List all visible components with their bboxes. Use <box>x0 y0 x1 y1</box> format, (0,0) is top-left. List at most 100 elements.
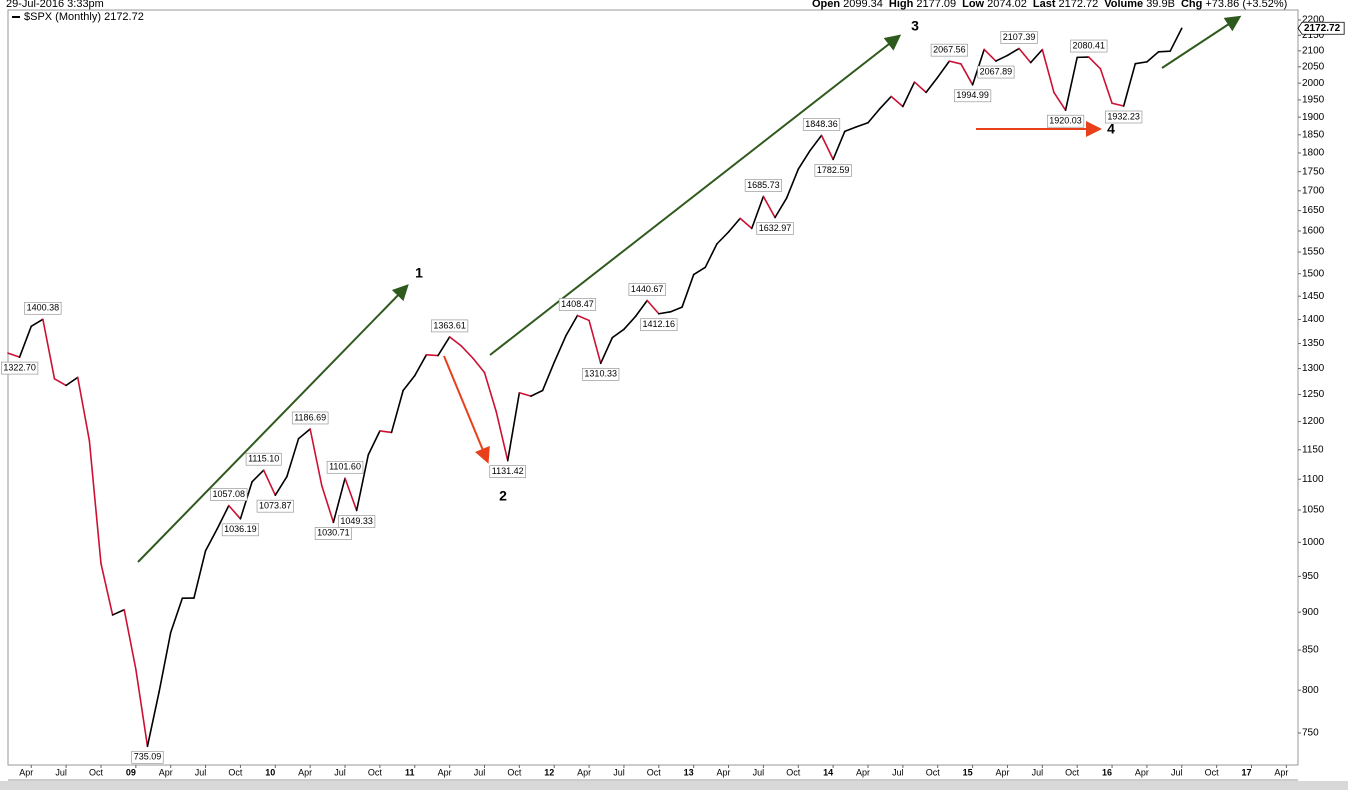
x-tick-label: Oct <box>228 767 243 777</box>
data-label-text: 1049.33 <box>340 516 373 526</box>
x-tick-label: Apr <box>995 767 1009 777</box>
header-field-label: Chg <box>1181 0 1202 10</box>
x-tick-label: Oct <box>926 767 941 777</box>
data-label-text: 1030.71 <box>317 528 350 538</box>
data-label: 1036.19 <box>222 524 259 536</box>
x-tick-label: Oct <box>647 767 662 777</box>
x-tick-label: Apr <box>1274 767 1288 777</box>
header-field-label: High <box>889 0 914 10</box>
y-tick-label: 850 <box>1302 645 1319 656</box>
legend-label: $SPX (Monthly) 2172.72 <box>24 11 144 23</box>
data-label: 1049.33 <box>338 515 375 527</box>
header-field-value: +73.86 (+3.52%) <box>1205 0 1287 10</box>
data-label: 2067.89 <box>978 66 1015 78</box>
x-tick-label: Jul <box>55 767 67 777</box>
y-tick-label: 2000 <box>1302 78 1325 89</box>
y-tick-label: 900 <box>1302 607 1319 618</box>
y-tick-label: 2050 <box>1302 61 1325 72</box>
header-field-value: 2177.09 <box>916 0 956 10</box>
data-label-text: 1848.36 <box>805 119 838 129</box>
y-tick-label: 1050 <box>1302 505 1325 516</box>
wave-label: 3 <box>911 18 919 34</box>
header-field-label: Last <box>1033 0 1056 10</box>
wave-label: 1 <box>415 265 423 281</box>
data-label-text: 1782.59 <box>817 165 850 175</box>
header-date: 29-Jul-2016 3:33pm <box>6 0 104 10</box>
x-tick-label: 11 <box>405 767 415 777</box>
y-tick-label: 1700 <box>1302 185 1325 196</box>
y-tick-label: 1150 <box>1302 444 1324 455</box>
y-tick-label: 2100 <box>1302 45 1325 56</box>
header-field-value: 2074.02 <box>987 0 1027 10</box>
last-price-text: 2172.72 <box>1304 23 1341 34</box>
data-label-text: 2080.41 <box>1073 40 1106 50</box>
y-tick-label: 1750 <box>1302 166 1325 177</box>
header-field-label: Low <box>962 0 984 10</box>
data-label: 1782.59 <box>815 164 852 176</box>
data-label: 1632.97 <box>757 222 794 234</box>
data-label: 1400.38 <box>25 302 62 314</box>
data-label: 2080.41 <box>1071 40 1108 52</box>
y-tick-label: 1300 <box>1302 363 1325 374</box>
y-tick-label: 1200 <box>1302 416 1325 427</box>
x-tick-label: 17 <box>1242 767 1252 777</box>
y-tick-label: 1900 <box>1302 112 1325 123</box>
x-tick-label: Jul <box>195 767 207 777</box>
y-tick-label: 800 <box>1302 685 1319 696</box>
x-tick-label: Oct <box>786 767 801 777</box>
y-tick-label: 1100 <box>1302 474 1324 485</box>
x-tick-label: 12 <box>544 767 554 777</box>
x-tick-label: 16 <box>1102 767 1112 777</box>
x-tick-label: Jul <box>892 767 904 777</box>
data-label: 1685.73 <box>745 179 782 191</box>
y-tick-label: 750 <box>1302 728 1319 739</box>
data-label: 1073.87 <box>257 500 294 512</box>
wave-label: 2 <box>499 488 507 504</box>
data-label-text: 2067.89 <box>980 66 1013 76</box>
x-tick-label: 15 <box>963 767 973 777</box>
data-label-text: 1115.10 <box>248 454 279 464</box>
last-price-tag: 2172.72 <box>1298 22 1344 34</box>
data-label: 1412.16 <box>641 319 678 331</box>
x-tick-label: Jul <box>1032 767 1044 777</box>
data-label-text: 1685.73 <box>747 180 780 190</box>
x-tick-label: Jul <box>1171 767 1183 777</box>
x-tick-label: Apr <box>19 767 33 777</box>
data-label-text: 1632.97 <box>759 223 792 233</box>
data-label-text: 1400.38 <box>27 303 60 313</box>
y-tick-label: 1250 <box>1302 389 1325 400</box>
data-label-text: 1412.16 <box>643 319 676 329</box>
data-label: 1994.99 <box>954 90 991 102</box>
x-tick-label: 14 <box>823 767 833 777</box>
y-tick-label: 1600 <box>1302 226 1325 237</box>
data-label-text: 2107.39 <box>1003 32 1036 42</box>
data-label: 1932.23 <box>1105 111 1142 123</box>
x-tick-label: Oct <box>89 767 104 777</box>
data-label-text: 1036.19 <box>224 524 257 534</box>
data-label-text: 1363.61 <box>433 320 466 330</box>
y-tick-label: 1450 <box>1302 291 1325 302</box>
x-tick-label: Oct <box>1205 767 1220 777</box>
x-tick-label: Jul <box>474 767 486 777</box>
data-label-text: 1057.08 <box>213 489 246 499</box>
data-label: 735.09 <box>132 751 164 763</box>
x-tick-label: Oct <box>507 767 522 777</box>
y-tick-label: 1500 <box>1302 268 1325 279</box>
data-label-text: 1310.33 <box>584 369 617 379</box>
data-label: 1322.70 <box>1 362 38 374</box>
y-tick-label: 1000 <box>1302 537 1325 548</box>
y-tick-label: 1850 <box>1302 129 1325 140</box>
y-tick-label: 950 <box>1302 571 1319 582</box>
x-tick-label: Jul <box>334 767 346 777</box>
x-tick-label: Apr <box>577 767 591 777</box>
x-tick-label: Apr <box>298 767 312 777</box>
bottom-strip <box>0 781 1348 790</box>
x-tick-label: Apr <box>1135 767 1149 777</box>
data-label: 1920.03 <box>1047 115 1084 127</box>
y-tick-label: 1800 <box>1302 148 1325 159</box>
data-label-text: 1101.60 <box>329 462 361 472</box>
data-label: 1440.67 <box>629 283 666 295</box>
x-tick-label: 13 <box>684 767 694 777</box>
data-label-text: 1440.67 <box>631 284 664 294</box>
